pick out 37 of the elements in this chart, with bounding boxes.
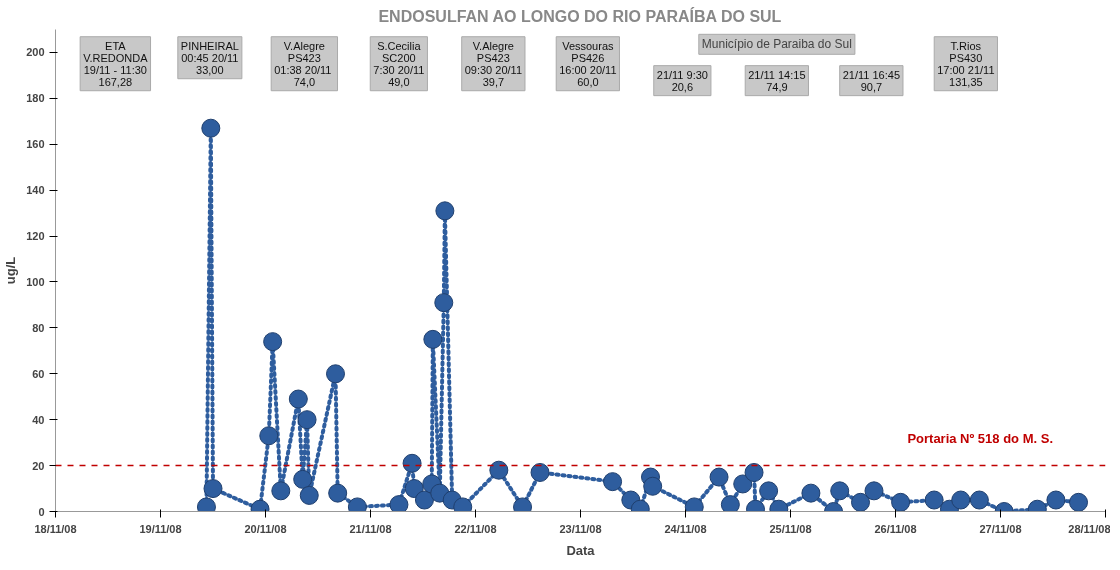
x-tick-label: 25/11/08 <box>769 522 812 535</box>
y-tick-label: 200 <box>26 46 45 59</box>
annotation: V.Alegre PS423 09:30 20/11 39,7 <box>464 39 522 88</box>
x-tick-label: 21/11/08 <box>349 522 392 535</box>
chart-title: ENDOSULFAN AO LONGO DO RIO PARAÍBA DO SUL <box>378 6 782 25</box>
x-tick-label: 18/11/08 <box>34 522 77 535</box>
annotation: T.Rios PS430 17:00 21/11 131,35 <box>937 39 995 88</box>
y-tick-label: 100 <box>26 275 45 288</box>
x-tick-label: 24/11/08 <box>664 522 707 535</box>
annotation: 21/11 16:45 90,7 <box>842 68 900 93</box>
annotation: S.Cecilia SC200 7:30 20/11 49,0 <box>373 39 425 88</box>
y-tick-label: 80 <box>32 321 45 334</box>
x-tick-label: 23/11/08 <box>559 522 602 535</box>
x-axis-title: Data <box>566 542 596 558</box>
ref-line-label: Portaria Nº 518 do M. S. <box>907 430 1053 446</box>
annotation: Vessouras PS426 16:00 20/11 60,0 <box>559 39 617 88</box>
annotation: Município de Paraiba do Sul <box>701 37 852 52</box>
y-tick-label: 160 <box>26 138 45 151</box>
y-tick-label: 120 <box>26 230 45 243</box>
x-tick-label: 20/11/08 <box>244 522 287 535</box>
x-tick-label: 19/11/08 <box>139 522 182 535</box>
y-tick-label: 140 <box>26 184 45 197</box>
annotation: V.Alegre PS423 01:38 20/11 74,0 <box>274 39 332 88</box>
x-tick-label: 28/11/08 <box>1068 522 1111 535</box>
y-tick-label: 180 <box>26 92 45 105</box>
annotation: PINHEIRAL 00:45 20/11 33,00 <box>180 39 239 76</box>
x-tick-label: 26/11/08 <box>874 522 917 535</box>
y-tick-label: 60 <box>32 367 45 380</box>
x-tick-label: 22/11/08 <box>454 522 497 535</box>
annotation: 21/11 14:15 74,9 <box>748 68 806 93</box>
annotation: 21/11 9:30 20,6 <box>656 68 708 93</box>
y-axis-title: ug/L <box>3 256 19 285</box>
y-tick-label: 0 <box>38 505 45 518</box>
annotation: ETA V.REDONDA 19/11 - 11:30 167,28 <box>83 39 149 88</box>
y-tick-label: 40 <box>32 413 45 426</box>
y-tick-label: 20 <box>32 459 45 472</box>
x-tick-label: 27/11/08 <box>979 522 1022 535</box>
